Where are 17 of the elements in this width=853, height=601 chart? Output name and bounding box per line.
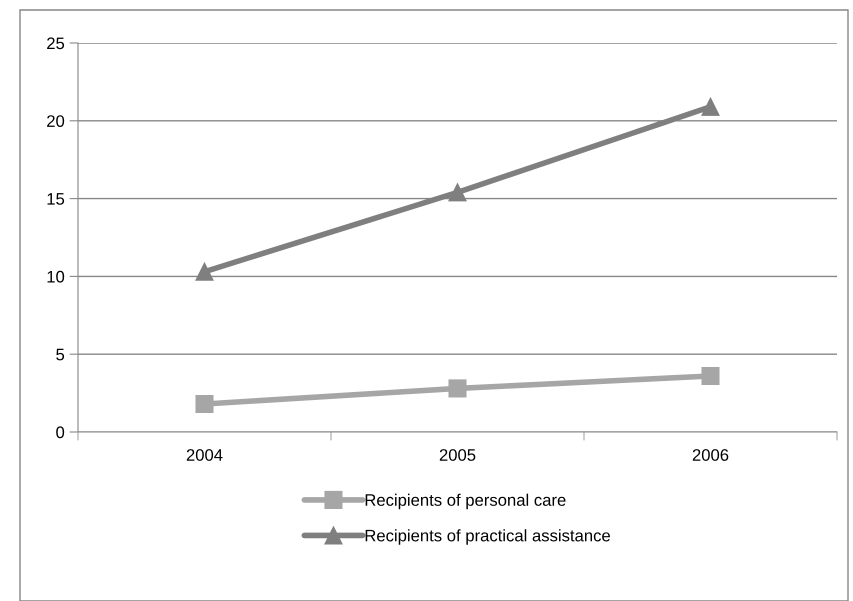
y-tick-label: 25 [47, 37, 64, 50]
point [448, 379, 467, 398]
y-tick-label: 10 [48, 270, 64, 283]
y-tick-label: 15 [48, 193, 64, 205]
point [195, 262, 214, 281]
y-tick-label: 0 [56, 426, 64, 438]
point [701, 98, 720, 116]
legend-label: Recipients of practical assistance [366, 529, 610, 545]
point [701, 366, 720, 386]
legend-label: Recipients of personal care [366, 494, 566, 510]
y-tick-label: 20 [47, 115, 64, 128]
point [448, 183, 467, 202]
x-tick-label: 2004 [186, 449, 223, 461]
x-tick-label: 2005 [440, 449, 476, 461]
y-tick-label: 5 [56, 348, 64, 360]
point [195, 394, 214, 414]
x-tick-label: 2006 [692, 449, 728, 461]
